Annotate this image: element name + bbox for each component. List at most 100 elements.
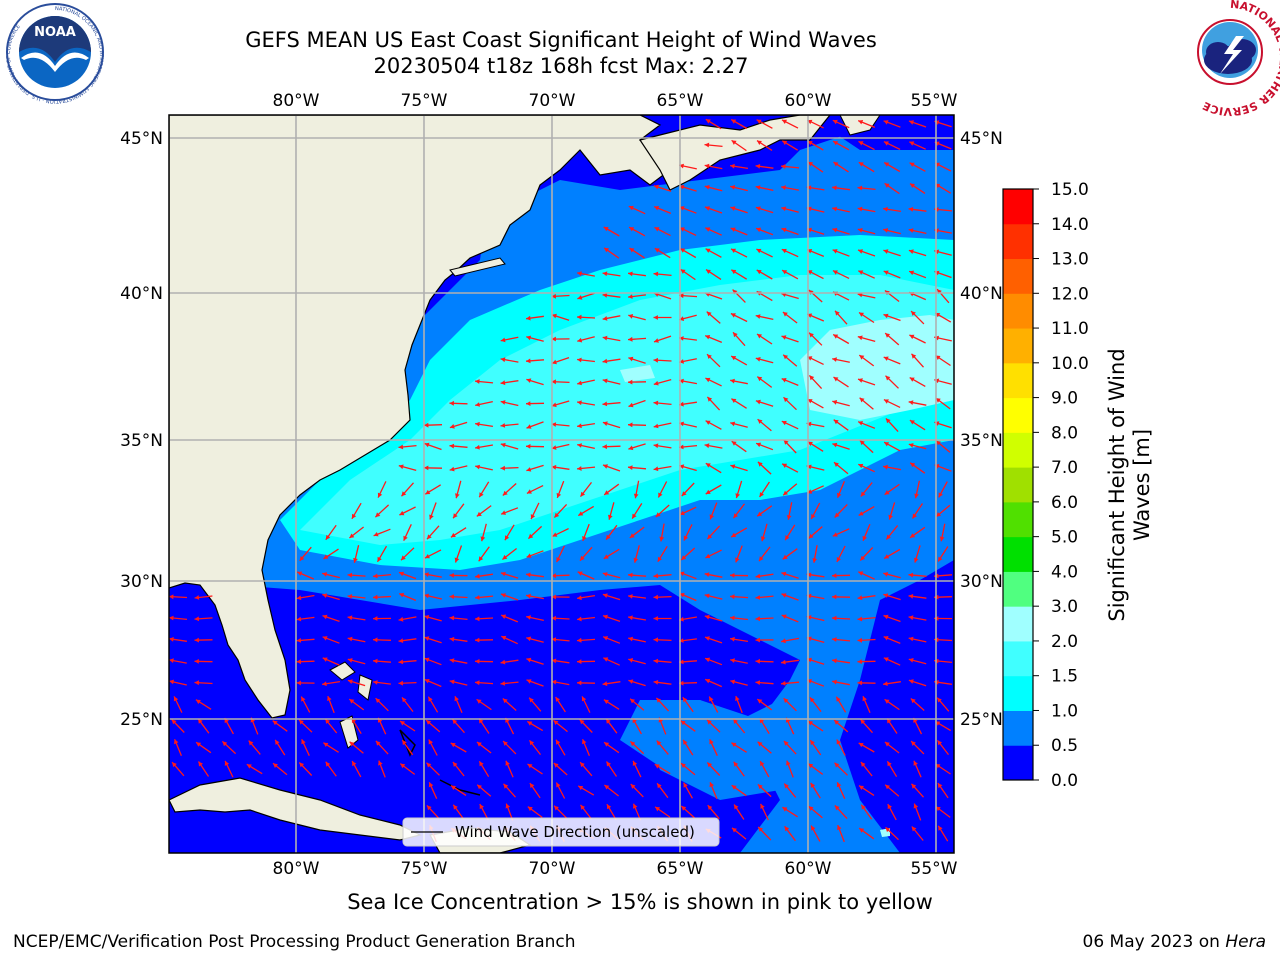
wind-wave-arrowhead (477, 784, 482, 790)
wind-wave-arrowhead (806, 185, 812, 191)
wind-wave-arrowhead (782, 119, 787, 124)
wind-wave-arrowhead (551, 336, 556, 342)
colorbar-tick-label: 13.0 (1051, 250, 1089, 270)
wind-wave-arrowhead (781, 248, 787, 254)
wind-wave-arrowhead (653, 616, 658, 621)
wind-wave-arrowhead (555, 697, 560, 702)
wind-wave-arrowhead (602, 572, 608, 577)
wind-wave-arrowhead (911, 826, 917, 832)
wind-wave-arrowhead (500, 400, 506, 405)
wind-wave-arrowhead (480, 536, 486, 542)
wind-wave-arrowhead (527, 806, 533, 812)
wind-wave-arrowhead (884, 554, 890, 559)
wind-wave-arrowhead (911, 311, 916, 316)
wind-wave-arrowhead (812, 558, 817, 563)
wind-wave-arrowhead (836, 782, 842, 788)
wind-wave-arrowhead (194, 616, 200, 622)
wind-wave-arrowhead (807, 141, 813, 146)
wind-wave-arrowhead (198, 718, 203, 724)
wind-wave-arrowhead (733, 332, 738, 338)
wind-wave-arrowhead (888, 514, 893, 520)
wind-wave-arrowhead (860, 719, 866, 725)
date-stamp: 06 May 2023 on Hera (1083, 932, 1267, 952)
wind-wave-arrowhead (679, 571, 685, 577)
wind-wave-arrowhead (500, 681, 506, 686)
wind-wave-arrowhead (911, 353, 917, 359)
wind-wave-arrowhead (858, 743, 864, 748)
wind-wave-arrowhead (706, 311, 712, 317)
noaa-logo-text: NOAA (34, 25, 76, 40)
wind-wave-arrowhead (887, 761, 892, 767)
wind-wave-arrowhead (653, 423, 659, 429)
wind-wave-arrowhead (628, 594, 633, 599)
wind-wave-arrowhead (608, 514, 613, 520)
wind-wave-arrowhead (731, 398, 737, 403)
wind-wave-arrowhead (475, 402, 480, 407)
wind-wave-arrowhead (398, 680, 403, 686)
wind-wave-arrowhead (428, 739, 433, 745)
date-text: 06 May 2023 on (1082, 932, 1220, 952)
wind-wave-arrowhead (400, 721, 405, 726)
wind-wave-arrowhead (860, 491, 866, 497)
wind-wave-arrowhead (679, 638, 684, 643)
wind-wave-arrowhead (733, 761, 739, 767)
wind-wave-arrowhead (424, 615, 430, 620)
wind-wave-arrowhead (275, 739, 280, 745)
wind-wave-arrowhead (862, 696, 867, 702)
wind-wave-arrowhead (910, 462, 916, 468)
wind-wave-arrowhead (577, 466, 582, 471)
lon-tick-top-65w: 65°W (657, 91, 704, 111)
wind-wave-arrowhead (301, 696, 306, 702)
wind-wave-arrowhead (169, 594, 174, 600)
wind-wave-arrowhead (908, 658, 914, 663)
wind-wave-arrowhead (577, 637, 582, 643)
wind-wave-arrowhead (551, 594, 556, 600)
wind-wave-arrowhead (628, 615, 633, 621)
wind-wave-arrowhead (554, 512, 560, 518)
wind-wave-arrowhead (656, 697, 662, 703)
wind-wave-arrowhead (704, 614, 710, 620)
wind-wave-arrowhead (807, 399, 813, 404)
wind-wave-arrowhead (705, 227, 711, 232)
wind-wave-arrowhead (680, 248, 686, 253)
wind-wave-arrowhead (475, 379, 480, 384)
wind-wave-arrowhead (653, 573, 659, 579)
wind-wave-arrowhead (655, 806, 661, 812)
wind-wave-arrowhead (606, 718, 611, 724)
wind-wave-arrowhead (836, 557, 841, 562)
lon-tick-bottom-75w: 75°W (401, 859, 448, 879)
wind-wave-arrowhead (552, 359, 557, 365)
wind-wave-arrowhead (757, 784, 763, 790)
wind-wave-arrowhead (679, 401, 684, 407)
colorbar-tick-label: 4.0 (1051, 562, 1078, 582)
wind-wave-arrowhead (885, 375, 891, 381)
wind-wave-arrowhead (424, 657, 430, 663)
wind-wave-arrowhead (835, 310, 840, 316)
wind-wave-arrowhead (402, 740, 407, 746)
wind-wave-arrowhead (653, 400, 659, 406)
wind-wave-arrowhead (556, 492, 562, 498)
wind-wave-arrowhead (628, 336, 633, 342)
wind-wave-arrowhead (399, 593, 405, 598)
wind-wave-arrowhead (808, 721, 813, 726)
wind-wave-arrowhead (707, 396, 713, 402)
wind-wave-arrowhead (733, 719, 738, 724)
wind-wave-arrowhead (475, 659, 480, 664)
wind-wave-arrowhead (475, 595, 480, 600)
wind-wave-arrowhead (580, 555, 585, 561)
wind-wave-arrowhead (582, 536, 587, 541)
wind-wave-arrowhead (730, 464, 736, 469)
wind-wave-arrowhead (781, 206, 787, 212)
wind-wave-arrowhead (858, 511, 864, 516)
wind-wave-arrowhead (603, 227, 609, 232)
wind-wave-arrowhead (373, 658, 378, 664)
wind-wave-arrowhead (551, 402, 557, 408)
wind-wave-arrowhead (551, 293, 556, 299)
colorbar-tick-label: 10.0 (1051, 354, 1089, 374)
wind-wave-arrowhead (908, 228, 914, 233)
wind-wave-arrowhead (679, 293, 684, 299)
wind-wave-arrowhead (602, 293, 608, 298)
colorbar-title-line2: Waves [m] (1130, 429, 1154, 541)
wind-wave-arrowhead (784, 826, 790, 832)
wind-wave-arrowhead (578, 785, 584, 791)
